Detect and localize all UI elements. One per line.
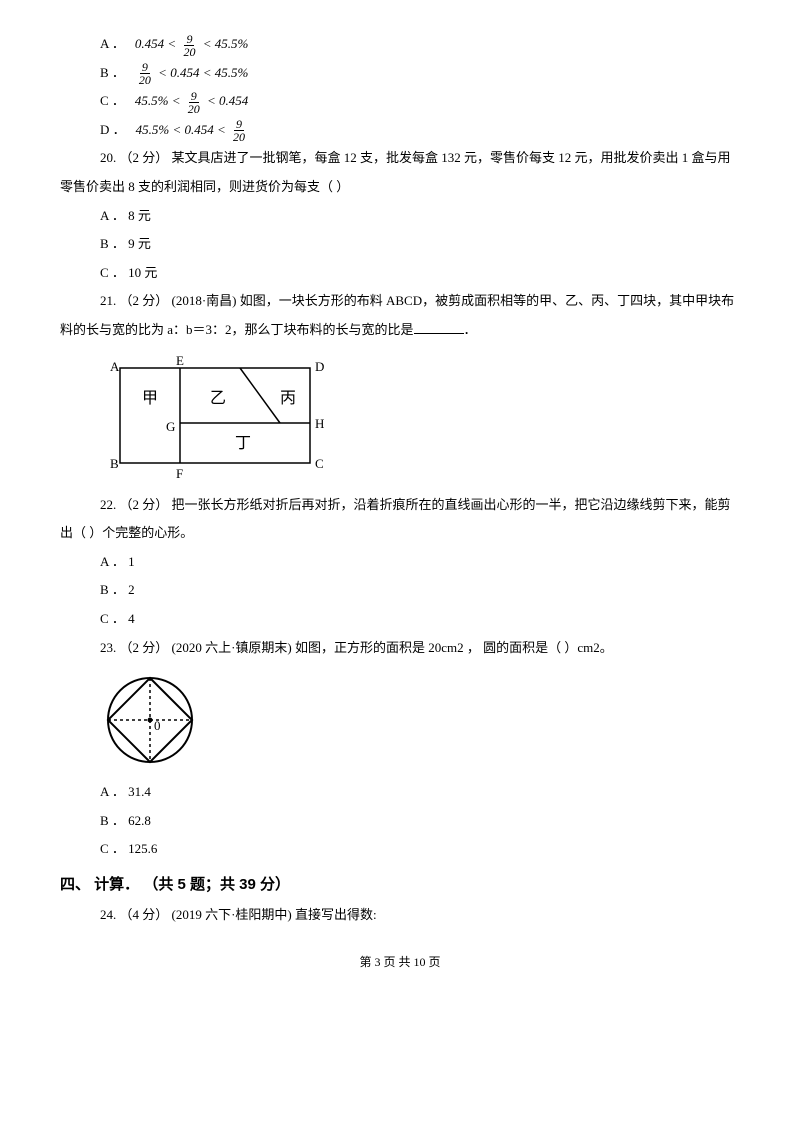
q19-option-d: D ． 45.5% < 0.454 < 920 — [60, 116, 740, 145]
q19-option-b: B ． 920 < 0.454 < 45.5% — [60, 59, 740, 88]
label-yi: 乙 — [210, 390, 226, 407]
label-jia: 甲 — [142, 390, 158, 407]
math-expression: 920 < 0.454 < 45.5% — [131, 59, 248, 88]
label-bing: 丙 — [280, 390, 296, 407]
option-label: A ． — [100, 30, 125, 59]
q22-option-c: C ． 4 — [60, 605, 740, 634]
q22-text: 22. （2 分） 把一张长方形纸对折后再对折，沿着折痕所在的直线画出心形的一半… — [60, 491, 740, 548]
q20-text: 20. （2 分） 某文具店进了一批钢笔，每盒 12 支，批发每盒 132 元，… — [60, 144, 740, 201]
center-label: 0 — [154, 718, 161, 733]
label-e: E — [176, 353, 184, 368]
option-label: D ． — [100, 116, 126, 145]
label-f: F — [176, 466, 183, 481]
q20-option-c: C ． 10 元 — [60, 259, 740, 288]
label-b: B — [110, 456, 119, 471]
rectangle-diagram-icon: A B C D E F G H 甲 乙 丙 丁 — [100, 353, 330, 483]
q21-text: 21. （2 分） (2018·南昌) 如图，一块长方形的布料 ABCD，被剪成… — [60, 287, 740, 344]
q19-option-a: A ． 0.454 < 920 < 45.5% — [60, 30, 740, 59]
q23-diagram: 0 — [60, 670, 740, 770]
fraction: 920 — [137, 61, 153, 86]
label-a: A — [110, 359, 120, 374]
label-ding: 丁 — [235, 435, 251, 452]
q23-text: 23. （2 分） (2020 六上·镇原期末) 如图，正方形的面积是 20cm… — [60, 634, 740, 663]
q19-option-c: C ． 45.5% < 920 < 0.454 — [60, 87, 740, 116]
page-footer: 第 3 页 共 10 页 — [60, 949, 740, 975]
q24-text: 24. （4 分） (2019 六下·桂阳期中) 直接写出得数: — [60, 901, 740, 930]
section4-title: 四、 计算． （共 5 题；共 39 分） — [60, 868, 740, 901]
circle-square-diagram-icon: 0 — [100, 670, 200, 770]
math-expression: 45.5% < 0.454 < 920 — [132, 116, 249, 145]
fraction: 920 — [186, 90, 202, 115]
fraction: 920 — [181, 33, 197, 58]
math-expression: 0.454 < 920 < 45.5% — [131, 30, 248, 59]
q22-option-b: B ． 2 — [60, 576, 740, 605]
label-h: H — [315, 416, 324, 431]
fraction: 920 — [231, 118, 247, 143]
option-label: B ． — [100, 59, 125, 88]
q23-option-a: A ． 31.4 — [60, 778, 740, 807]
q22-option-a: A ． 1 — [60, 548, 740, 577]
label-c: C — [315, 456, 324, 471]
q23-option-b: B ． 62.8 — [60, 807, 740, 836]
math-expression: 45.5% < 920 < 0.454 — [131, 87, 248, 116]
q23-option-c: C ． 125.6 — [60, 835, 740, 864]
option-label: C ． — [100, 87, 125, 116]
q20-option-b: B ． 9 元 — [60, 230, 740, 259]
answer-blank[interactable] — [414, 320, 464, 334]
q21-diagram: A B C D E F G H 甲 乙 丙 丁 — [60, 353, 740, 483]
q20-option-a: A ． 8 元 — [60, 202, 740, 231]
label-g: G — [166, 419, 175, 434]
label-d: D — [315, 359, 324, 374]
